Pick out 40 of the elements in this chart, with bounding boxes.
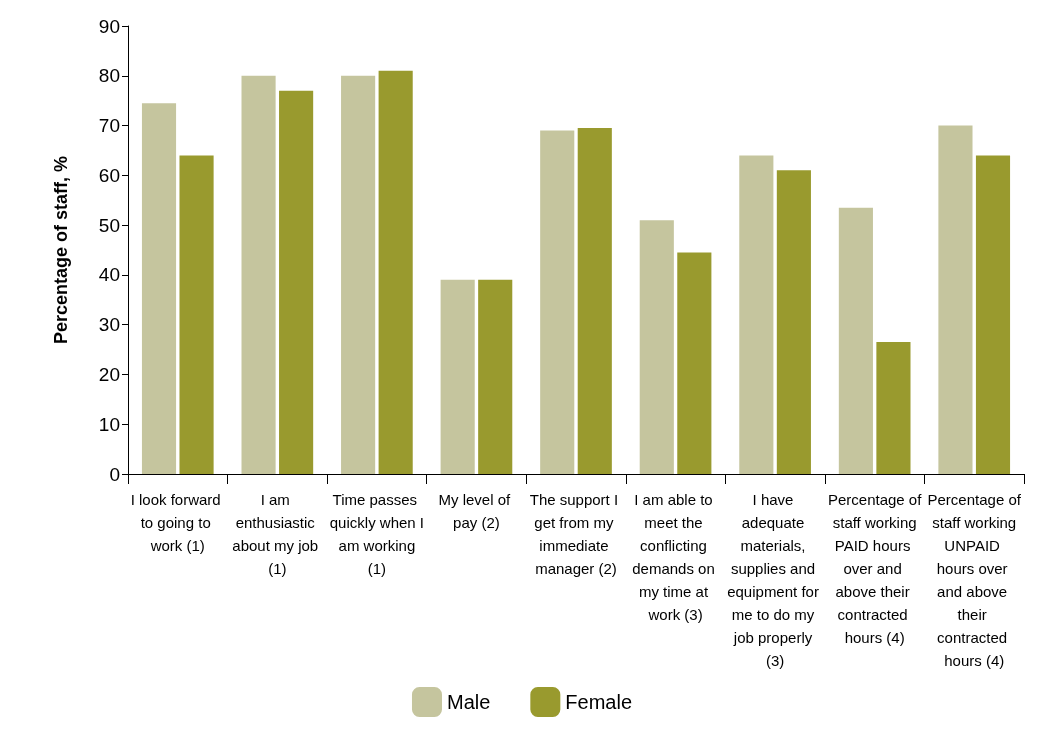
bar — [677, 252, 712, 474]
bar — [378, 70, 413, 474]
y-tick-label: 80 — [98, 65, 120, 87]
legend-label: Male — [446, 691, 491, 713]
bar — [141, 103, 177, 474]
y-tick-label: 40 — [98, 264, 120, 286]
y-axis-title: Percentage of staff, % — [51, 155, 71, 345]
bar — [639, 220, 674, 474]
x-tick-label: I have adequate materials, supplies and equipment for me to do my job properly (3) — [727, 491, 824, 669]
bar — [540, 130, 575, 474]
y-tick-label: 30 — [98, 314, 120, 336]
y-tick-label: 70 — [98, 115, 120, 137]
y-tick-label: 90 — [98, 15, 120, 37]
bar — [776, 170, 811, 474]
bar — [440, 279, 475, 474]
bar — [478, 279, 513, 474]
bar — [241, 75, 276, 474]
x-tick-label: I am able to meet the conflicting demands on my time at work (3) — [632, 491, 719, 623]
x-tick-label: I look forward to going to work (1) — [130, 491, 225, 554]
y-tick-label: 50 — [98, 214, 120, 236]
legend-label: Female — [565, 691, 633, 713]
bar — [876, 342, 911, 474]
y-tick-label: 0 — [109, 463, 120, 485]
bar — [739, 155, 774, 474]
x-tick-label: I am enthusiastic about my job (1) — [232, 491, 323, 577]
bar — [938, 125, 973, 474]
x-tick-label: Percentage of staff working UNPAID hours over and above their contracted hours (4) — [927, 491, 1022, 669]
bar — [341, 75, 376, 474]
bar — [179, 155, 214, 474]
x-tick-label: My level of pay (2) — [438, 491, 515, 531]
y-tick-label: 10 — [98, 413, 120, 435]
bar — [975, 155, 1011, 474]
y-tick-label: 60 — [98, 164, 120, 186]
y-tick-label: 20 — [98, 363, 120, 385]
x-tick-label: Time passes quickly when I am working (1) — [329, 491, 424, 577]
x-tick-label: Percentage of staff working PAID hours over and above their contracted hours (4) — [827, 491, 923, 646]
bar — [577, 128, 612, 474]
bar — [838, 207, 873, 474]
bar — [279, 90, 314, 474]
x-tick-label: The support I get from my immediate manager (2) — [529, 491, 623, 577]
